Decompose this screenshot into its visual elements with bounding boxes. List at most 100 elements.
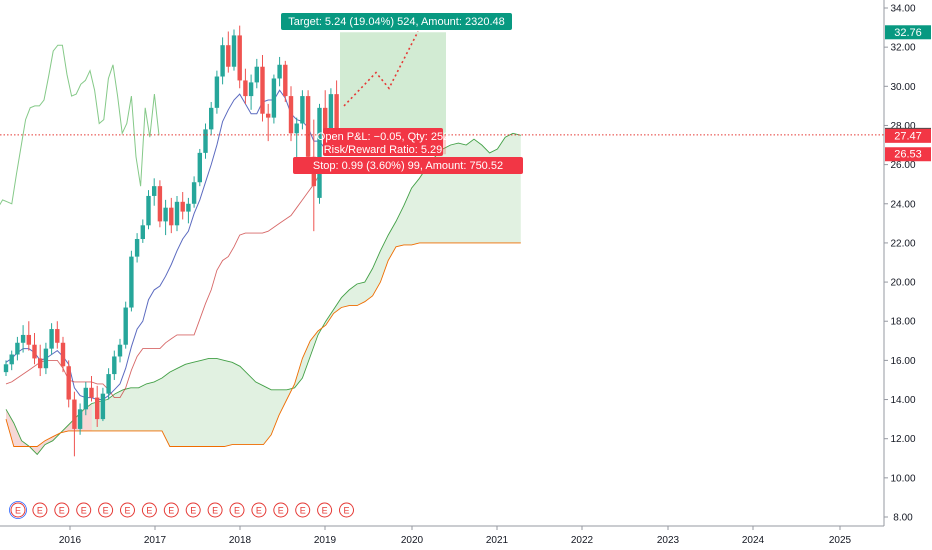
earnings-marker[interactable]: E — [32, 502, 48, 518]
candle[interactable] — [77, 403, 83, 435]
candle[interactable] — [89, 376, 94, 402]
target-label[interactable]: Target: 5.24 (19.04%) 524, Amount: 2320.… — [281, 13, 512, 30]
candle[interactable] — [209, 101, 214, 136]
candle[interactable] — [66, 360, 71, 408]
candle[interactable] — [43, 342, 49, 375]
candle-body — [100, 393, 106, 420]
long-position-tool[interactable]: Target: 5.24 (19.04%) 524, Amount: 2320.… — [0, 13, 884, 174]
candle[interactable] — [271, 74, 277, 124]
candle[interactable] — [152, 178, 157, 206]
candle[interactable] — [9, 350, 14, 371]
candle[interactable] — [140, 219, 145, 243]
y-tick-label: 14.00 — [890, 395, 915, 406]
candle[interactable] — [38, 344, 43, 377]
candle[interactable] — [163, 199, 168, 236]
earnings-marker[interactable]: E — [207, 502, 223, 518]
candle[interactable] — [300, 90, 305, 130]
candle-body — [288, 96, 294, 134]
earnings-marker[interactable]: E — [163, 502, 179, 518]
candle[interactable] — [260, 54, 265, 122]
plot-area[interactable] — [0, 0, 884, 526]
earnings-marker[interactable]: E — [54, 502, 70, 518]
candle-body — [283, 64, 288, 97]
earnings-marker[interactable]: E — [229, 502, 245, 518]
candle[interactable] — [180, 192, 185, 220]
earnings-marker[interactable]: E — [317, 502, 333, 518]
earnings-marker[interactable]: E — [273, 502, 289, 518]
candle[interactable] — [243, 68, 248, 104]
earnings-marker-label: E — [124, 506, 130, 516]
earnings-marker[interactable]: E — [10, 502, 26, 518]
candle[interactable] — [157, 180, 163, 228]
earnings-marker[interactable]: E — [251, 502, 267, 518]
candle[interactable] — [197, 148, 202, 187]
candle[interactable] — [83, 381, 88, 416]
candle[interactable] — [317, 103, 322, 204]
candle[interactable] — [32, 332, 37, 365]
candle[interactable] — [191, 176, 197, 208]
candle-body — [129, 256, 134, 308]
candle[interactable] — [294, 117, 299, 163]
candle[interactable] — [186, 197, 191, 224]
candle-body — [305, 96, 311, 157]
earnings-marker[interactable]: E — [98, 502, 114, 518]
candle[interactable] — [226, 31, 231, 73]
candle[interactable] — [203, 123, 208, 159]
candle[interactable] — [129, 250, 134, 312]
candle[interactable] — [237, 25, 242, 89]
target-zone[interactable] — [340, 32, 446, 135]
candle[interactable] — [254, 58, 259, 89]
earnings-marker-circle — [251, 502, 267, 518]
candle[interactable] — [20, 325, 26, 353]
earnings-marker-circle — [185, 502, 201, 518]
candle-body — [186, 203, 191, 212]
candle-body — [300, 96, 305, 124]
candle[interactable] — [95, 385, 100, 427]
candle[interactable] — [26, 321, 31, 351]
candle[interactable] — [15, 336, 20, 361]
earnings-marker[interactable]: E — [295, 502, 311, 518]
candle[interactable] — [169, 197, 174, 234]
candle[interactable] — [117, 338, 123, 363]
candle[interactable] — [220, 37, 225, 85]
candle[interactable] — [3, 360, 9, 377]
pl-label-box — [323, 128, 443, 156]
price-marker: 27.47 — [885, 128, 931, 143]
earnings-marker-circle — [339, 502, 354, 518]
candle[interactable] — [123, 301, 128, 349]
earnings-marker[interactable]: E — [76, 502, 92, 518]
candle[interactable] — [248, 74, 254, 110]
candle[interactable] — [60, 336, 66, 373]
candle[interactable] — [266, 103, 271, 142]
candle[interactable] — [283, 60, 288, 102]
earnings-marker[interactable]: E — [185, 502, 201, 518]
candlestick-series[interactable] — [3, 25, 339, 457]
earnings-marker[interactable]: E — [120, 502, 135, 518]
candle-body — [55, 329, 60, 343]
stop-label[interactable]: Stop: 0.99 (3.60%) 99, Amount: 750.52 — [293, 157, 523, 174]
candle-body — [95, 397, 100, 420]
candle[interactable] — [134, 233, 140, 263]
candle[interactable] — [106, 368, 111, 400]
candle[interactable] — [112, 350, 117, 380]
earnings-marker[interactable]: E — [339, 502, 354, 518]
y-tick-label: 12.00 — [890, 434, 915, 445]
candle[interactable] — [174, 195, 180, 232]
candle[interactable] — [49, 323, 54, 355]
candle[interactable] — [305, 90, 311, 165]
plot-background[interactable] — [0, 0, 884, 526]
candle[interactable] — [231, 29, 237, 71]
price-marker-box — [885, 25, 931, 40]
candle[interactable] — [288, 86, 294, 142]
candle[interactable] — [72, 391, 77, 457]
earnings-marker-circle — [317, 502, 333, 518]
candle[interactable] — [55, 321, 60, 349]
candle[interactable] — [100, 387, 106, 422]
candle[interactable] — [214, 70, 220, 114]
candle-body — [32, 344, 37, 359]
earnings-marker[interactable]: E — [141, 502, 157, 518]
candle[interactable] — [277, 56, 282, 87]
candle[interactable] — [146, 190, 151, 230]
